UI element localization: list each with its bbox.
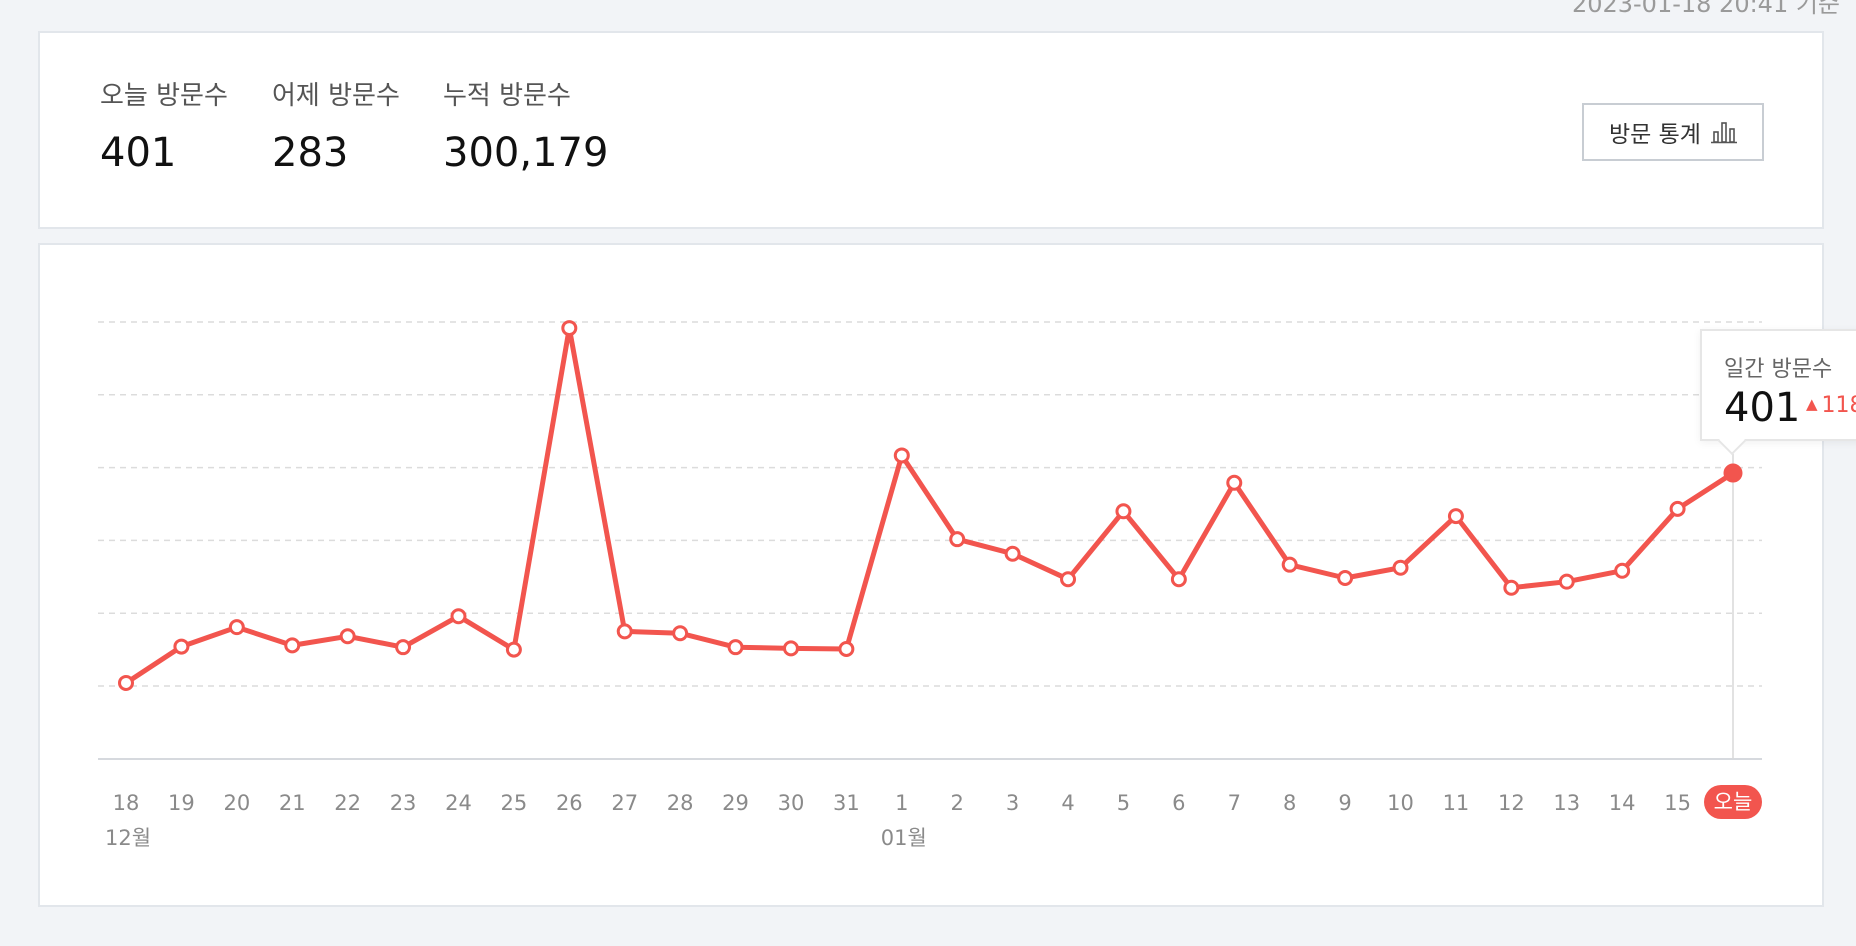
stat-total-label: 누적 방문수 — [443, 81, 571, 111]
stat-total-value: 300,179 — [443, 130, 609, 176]
tooltip-label: 일간 방문수 — [1724, 357, 1833, 382]
tooltip-delta: ▲118 — [1806, 393, 1856, 418]
chart-card — [38, 243, 1824, 907]
summary-card: 오늘 방문수 401 어제 방문수 283 누적 방문수 300,179 방문 … — [38, 31, 1824, 229]
visit-stats-button-label: 방문 통계 — [1609, 122, 1701, 148]
stat-yesterday-value: 283 — [272, 130, 349, 176]
stat-today: 오늘 방문수 401 — [100, 83, 228, 173]
stat-today-value: 401 — [100, 130, 177, 176]
tooltip-delta-value: 118 — [1821, 393, 1856, 418]
stat-yesterday-label: 어제 방문수 — [272, 81, 400, 111]
stat-yesterday: 어제 방문수 283 — [272, 83, 400, 173]
stat-total: 누적 방문수 300,179 — [443, 83, 608, 173]
bar-chart-icon — [1710, 120, 1737, 144]
stat-today-label: 오늘 방문수 — [100, 81, 228, 111]
timestamp: 2023-01-18 20:41 기준 — [1571, 0, 1840, 18]
visit-stats-button[interactable]: 방문 통계 — [1582, 103, 1764, 161]
tooltip-value: 401 — [1724, 385, 1801, 431]
daily-visits-tooltip: 일간 방문수 401 ▲118 — [1700, 329, 1856, 441]
up-triangle-icon: ▲ — [1806, 395, 1818, 413]
